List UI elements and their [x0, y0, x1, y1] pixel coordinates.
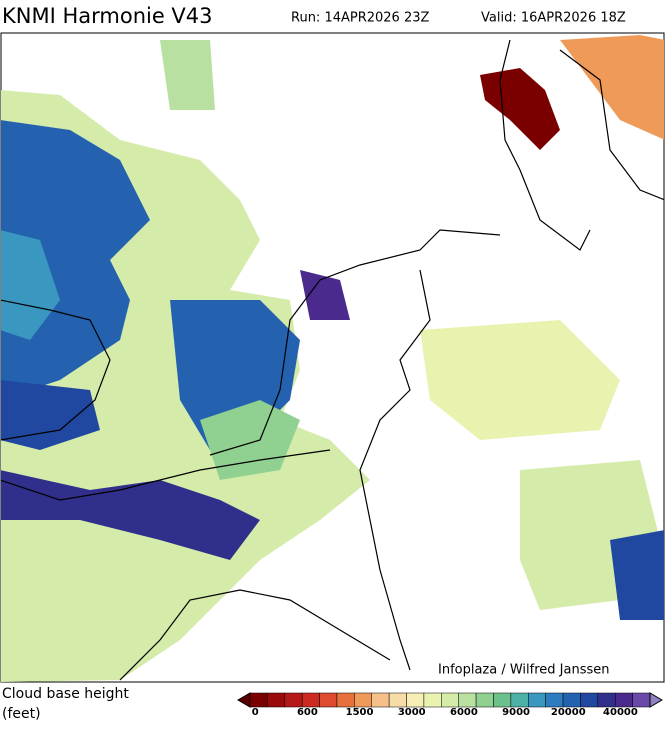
colorbar-swatch [354, 692, 372, 708]
coastlines [1, 39, 664, 681]
colorbar-tick-label: 9000 [502, 707, 530, 718]
colorbar-swatch [475, 692, 494, 708]
colorbar-swatch [510, 692, 529, 708]
legend-label: (feet) [2, 706, 41, 722]
colorbar-tick-label: 40000 [603, 707, 638, 718]
colorbar-swatch [493, 692, 512, 708]
colorbar-swatch [406, 692, 425, 708]
colorbar-swatch [249, 692, 268, 708]
colorbar-tick-label: 0 [252, 707, 259, 718]
colorbar-swatch [614, 692, 633, 708]
cloud-fields [1, 35, 664, 682]
colorbar: 0 600 1500 3000 6000 9000 20000 40000 [237, 692, 663, 718]
colorbar-swatch [580, 692, 599, 708]
colorbar-swatch [284, 692, 303, 708]
colorbar-swatch [441, 692, 459, 708]
colorbar-swatch [336, 692, 355, 708]
colorbar-swatch [632, 692, 651, 708]
colorbar-swatch [388, 692, 407, 708]
colorbar-swatch [267, 692, 286, 708]
colorbar-swatch [528, 692, 546, 708]
valid-time: Valid: 16APR2026 18Z [481, 11, 626, 26]
colorbar-end [649, 692, 663, 708]
colorbar-end [237, 692, 251, 708]
colorbar-tick-label: 600 [297, 707, 318, 718]
title: KNMI Harmonie V43 [2, 4, 213, 28]
colorbar-swatch [458, 692, 477, 708]
colorbar-tick-label: 3000 [398, 707, 426, 718]
colorbar-swatch [301, 692, 320, 708]
colorbar-swatch [423, 692, 442, 708]
credit: Infoplaza / Wilfred Janssen [438, 663, 610, 678]
colorbar-tick-label: 6000 [450, 707, 478, 718]
colorbar-tick-label: 20000 [551, 707, 586, 718]
map-area [0, 32, 665, 683]
colorbar-swatch [597, 692, 616, 708]
colorbar-swatch [319, 692, 338, 708]
colorbar-swatch [545, 692, 564, 708]
colorbar-swatch [371, 692, 390, 708]
colorbar-tick-label: 1500 [346, 707, 374, 718]
run-time: Run: 14APR2026 23Z [291, 11, 430, 26]
legend-label: Cloud base height [2, 686, 129, 702]
colorbar-swatch [562, 692, 581, 708]
